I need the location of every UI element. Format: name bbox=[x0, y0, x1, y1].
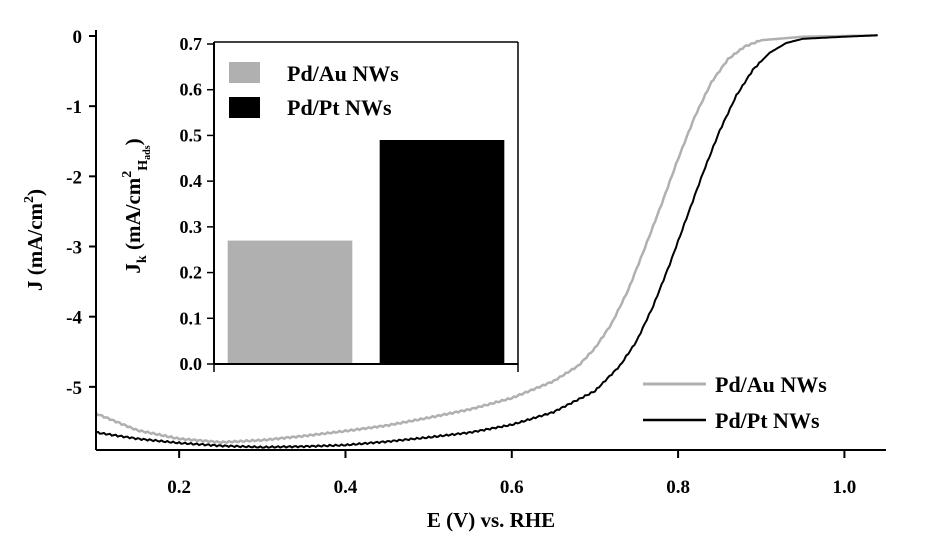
main-x-tick-label: 1.0 bbox=[833, 477, 857, 498]
inset-y-tick-label: 0.1 bbox=[180, 308, 203, 328]
series-line-pdau bbox=[95, 34, 878, 445]
inset-plot: 0.0 0.1 0.2 0.3 0.4 0.5 0.6 0.7 Jk (mA/cm2Hads)… bbox=[120, 34, 520, 374]
series-line-pdpt bbox=[95, 34, 878, 449]
inset-y-tick-label: 0.0 bbox=[180, 354, 203, 374]
main-legend: Pd/Au NWs Pd/Pt NWs bbox=[643, 372, 827, 433]
main-x-ticks: 0.2 0.4 0.6 0.8 1.0 bbox=[167, 450, 856, 498]
inset-y-ticks: 0.0 0.1 0.2 0.3 0.4 0.5 0.6 0.7 bbox=[180, 34, 214, 374]
inset-bar-pdau bbox=[227, 240, 353, 364]
main-y-ticks: 0 -1 -2 -3 -4 -5 bbox=[66, 27, 96, 399]
main-legend-label-pdau: Pd/Au NWs bbox=[715, 372, 827, 397]
inset-y-title-end: ) bbox=[121, 138, 145, 145]
inset-y-title-base: J bbox=[121, 263, 145, 274]
inset-y-tick-label: 0.2 bbox=[180, 263, 203, 283]
inset-y-tick-label: 0.7 bbox=[180, 34, 203, 54]
main-y-tick-label: 0 bbox=[73, 27, 83, 48]
inset-y-axis-title: Jk (mA/cm2Hads) bbox=[120, 138, 153, 273]
main-x-axis-title: E (V) vs. RHE bbox=[427, 508, 555, 532]
main-y-tick-label: -2 bbox=[66, 167, 82, 188]
inset-legend-swatch-pdau bbox=[229, 62, 260, 83]
main-y-title-base: J (mA/cm bbox=[23, 202, 47, 291]
inset-y-title-unit: (mA/cm bbox=[121, 177, 145, 255]
inset-y-title-ads: ads bbox=[142, 145, 153, 160]
main-x-tick-label: 0.8 bbox=[666, 477, 690, 498]
main-legend-label-pdpt: Pd/Pt NWs bbox=[715, 408, 820, 433]
inset-bars-layer bbox=[227, 140, 505, 364]
main-y-tick-label: -4 bbox=[66, 308, 82, 329]
inset-legend-label-pdpt: Pd/Pt NWs bbox=[287, 95, 392, 120]
inset-y-tick-label: 0.3 bbox=[180, 217, 203, 237]
main-y-tick-label: -3 bbox=[66, 238, 82, 259]
inset-legend-label-pdau: Pd/Au NWs bbox=[287, 61, 399, 86]
main-x-tick-label: 0.4 bbox=[334, 477, 358, 498]
inset-y-title-sub: k bbox=[135, 255, 150, 263]
main-y-title-sup: 2 bbox=[22, 196, 37, 203]
inset-y-title-sup: 2 bbox=[120, 171, 135, 178]
main-series-layer bbox=[95, 34, 878, 449]
inset-y-tick-label: 0.6 bbox=[180, 80, 203, 100]
main-y-title-end: ) bbox=[23, 189, 47, 196]
inset-bar-pdpt bbox=[379, 140, 505, 364]
main-x-tick-label: 0.2 bbox=[167, 477, 191, 498]
main-x-tick-label: 0.6 bbox=[500, 477, 524, 498]
main-y-tick-label: -5 bbox=[66, 378, 82, 399]
main-y-axis-title: J (mA/cm2) bbox=[22, 189, 47, 291]
inset-y-tick-label: 0.5 bbox=[180, 125, 203, 145]
main-y-tick-label: -1 bbox=[66, 97, 82, 118]
main-plot: 0 -1 -2 -3 -4 -5 0.2 0.4 0.6 0.8 1.0 E (V) vs. RH… bbox=[22, 27, 886, 532]
inset-y-title-h: H bbox=[136, 160, 151, 171]
inset-y-tick-label: 0.4 bbox=[180, 171, 203, 191]
inset-legend-swatch-pdpt bbox=[229, 97, 260, 118]
inset-legend: Pd/Au NWs Pd/Pt NWs bbox=[229, 61, 399, 120]
